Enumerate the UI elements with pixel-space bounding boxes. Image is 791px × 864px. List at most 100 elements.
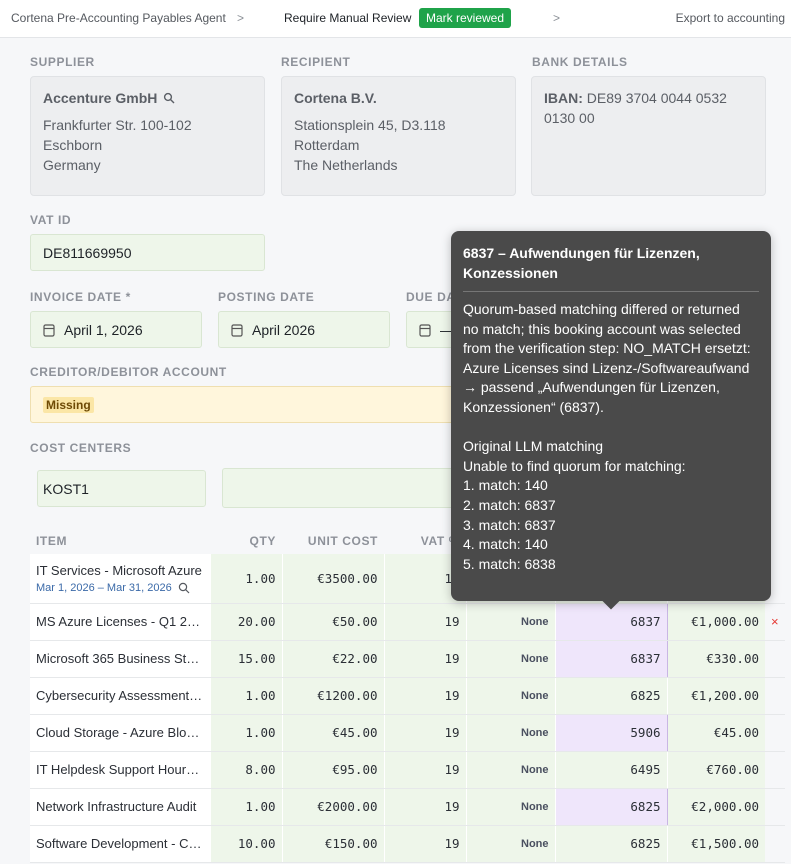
invoice-date-field[interactable]: April 1, 2026 bbox=[30, 311, 202, 348]
item-cell[interactable]: IT Helpdesk Support Hours - March bbox=[30, 751, 210, 789]
vat-cell[interactable]: 19 bbox=[383, 751, 466, 789]
item-name: Cloud Storage - Azure Blob Storage bbox=[36, 725, 204, 740]
vat-cell[interactable]: 19 bbox=[383, 677, 466, 715]
booking-account-tooltip: 6837 – Aufwendungen für Lizenzen, Konzes… bbox=[451, 231, 771, 610]
delete-row-icon bbox=[765, 677, 785, 715]
booking-account-cell[interactable]: 6837 bbox=[554, 640, 668, 678]
breadcrumb-separator: > bbox=[553, 11, 561, 25]
item-cell[interactable]: Cybersecurity Assessment Report bbox=[30, 677, 210, 715]
booking-account-cell[interactable]: 6825 bbox=[554, 788, 668, 826]
close-icon[interactable]: × bbox=[765, 603, 785, 641]
iban-label: IBAN: bbox=[544, 90, 583, 106]
delete-row-icon bbox=[765, 714, 785, 752]
item-name: Cybersecurity Assessment Report bbox=[36, 688, 204, 703]
posting-date-value: April 2026 bbox=[252, 321, 316, 338]
mark-reviewed-button[interactable]: Mark reviewed bbox=[419, 8, 512, 28]
qty-cell[interactable]: 1.00 bbox=[209, 677, 282, 715]
tax-code-cell[interactable]: None bbox=[465, 677, 555, 715]
total-cell: €1,500.00 bbox=[666, 825, 765, 863]
unit-cost-cell[interactable]: €45.00 bbox=[281, 714, 384, 752]
recipient-name: Cortena B.V. bbox=[294, 90, 377, 106]
unit-cost-cell[interactable]: €3500.00 bbox=[281, 554, 384, 604]
posting-date-field[interactable]: April 2026 bbox=[218, 311, 390, 348]
item-name: Microsoft 365 Business Standard bbox=[36, 651, 204, 666]
unit-cost-cell[interactable]: €1200.00 bbox=[281, 677, 384, 715]
supplier-country: Germany bbox=[43, 157, 101, 173]
qty-cell[interactable]: 1.00 bbox=[209, 714, 282, 752]
delete-row-icon bbox=[765, 640, 785, 678]
recipient-card: Cortena B.V. Stationsplein 45, D3.118 Ro… bbox=[281, 76, 516, 196]
booking-account-cell[interactable]: 6825 bbox=[554, 825, 667, 863]
table-row: Microsoft 365 Business Standard 15.00 €2… bbox=[30, 640, 785, 678]
creditor-account-field[interactable]: Missing bbox=[30, 386, 470, 423]
vat-cell[interactable]: 19 bbox=[383, 640, 466, 678]
table-row: MS Azure Licenses - Q1 2026 20.00 €50.00… bbox=[30, 603, 785, 641]
unit-cost-cell[interactable]: €150.00 bbox=[281, 825, 384, 863]
tax-code-cell[interactable]: None bbox=[465, 714, 555, 752]
calendar-icon bbox=[419, 323, 431, 337]
booking-account-cell[interactable]: 6825 bbox=[554, 677, 667, 715]
column-header-item[interactable]: ITEM bbox=[30, 527, 210, 554]
recipient-label: RECIPIENT bbox=[281, 55, 351, 69]
tax-code-cell[interactable]: None bbox=[465, 788, 555, 826]
breadcrumb-separator: > bbox=[237, 11, 245, 25]
booking-account-cell[interactable]: 5906 bbox=[554, 714, 668, 752]
tax-code-cell[interactable]: None bbox=[465, 603, 555, 641]
vat-id-field[interactable]: DE811669950 bbox=[30, 234, 265, 271]
tax-code-cell[interactable]: None bbox=[465, 825, 555, 863]
supplier-label: SUPPLIER bbox=[30, 55, 95, 69]
unit-cost-cell[interactable]: €22.00 bbox=[281, 640, 384, 678]
recipient-country: The Netherlands bbox=[294, 157, 398, 173]
supplier-card: Accenture GmbH Frankfurter Str. 100-102 … bbox=[30, 76, 265, 196]
unit-cost-cell[interactable]: €2000.00 bbox=[281, 788, 384, 826]
supplier-city: Eschborn bbox=[43, 137, 103, 153]
due-date-value: — bbox=[440, 321, 454, 338]
tax-code-cell[interactable]: None bbox=[465, 640, 555, 678]
item-cell[interactable]: Microsoft 365 Business Standard bbox=[30, 640, 210, 678]
item-name: MS Azure Licenses - Q1 2026 bbox=[36, 614, 204, 629]
total-cell: €1,000.00 bbox=[666, 603, 765, 641]
vat-cell[interactable]: 19 bbox=[383, 714, 466, 752]
search-icon[interactable] bbox=[178, 582, 190, 594]
search-icon[interactable] bbox=[163, 92, 175, 104]
item-cell[interactable]: MS Azure Licenses - Q1 2026 bbox=[30, 603, 210, 641]
vat-id-value: DE811669950 bbox=[43, 244, 132, 261]
due-date-label: DUE DA bbox=[406, 290, 456, 304]
recipient-city: Rotterdam bbox=[294, 137, 360, 153]
recipient-address-line: Stationsplein 45, D3.118 bbox=[294, 117, 446, 133]
bank-details-label: BANK DETAILS bbox=[532, 55, 628, 69]
qty-cell[interactable]: 1.00 bbox=[209, 554, 282, 604]
item-cell[interactable]: Software Development - Custom bbox=[30, 825, 210, 863]
total-cell: €45.00 bbox=[666, 714, 765, 752]
qty-cell[interactable]: 8.00 bbox=[209, 751, 282, 789]
cost-center-field-2[interactable] bbox=[222, 468, 472, 508]
tax-code-cell[interactable]: None bbox=[465, 751, 555, 789]
tooltip-body: Quorum-based matching differed or return… bbox=[463, 301, 751, 572]
item-cell[interactable]: IT Services - Microsoft Azure Mar 1, 202… bbox=[30, 554, 210, 604]
item-cell[interactable]: Cloud Storage - Azure Blob Storage bbox=[30, 714, 210, 752]
missing-badge: Missing bbox=[43, 396, 94, 413]
item-cell[interactable]: Network Infrastructure Audit bbox=[30, 788, 210, 826]
item-name: Software Development - Custom bbox=[36, 836, 204, 851]
vat-cell[interactable]: 19 bbox=[383, 603, 466, 641]
unit-cost-cell[interactable]: €95.00 bbox=[281, 751, 384, 789]
invoice-date-value: April 1, 2026 bbox=[64, 321, 143, 338]
column-header-unit-cost[interactable]: UNIT COST bbox=[282, 527, 384, 554]
qty-cell[interactable]: 15.00 bbox=[209, 640, 282, 678]
column-header-qty[interactable]: QTY bbox=[210, 527, 282, 554]
vat-cell[interactable]: 19 bbox=[383, 825, 466, 863]
total-cell: €2,000.00 bbox=[666, 788, 765, 826]
table-row: Cloud Storage - Azure Blob Storage 1.00 … bbox=[30, 714, 785, 752]
qty-cell[interactable]: 10.00 bbox=[209, 825, 282, 863]
unit-cost-cell[interactable]: €50.00 bbox=[281, 603, 384, 641]
cost-center-field[interactable]: KOST1 bbox=[37, 470, 206, 507]
booking-account-cell[interactable]: 6495 bbox=[554, 751, 667, 789]
tooltip-title: 6837 – Aufwendungen für Lizenzen, Konzes… bbox=[463, 243, 759, 292]
total-cell: €760.00 bbox=[666, 751, 765, 789]
vat-cell[interactable]: 19 bbox=[383, 788, 466, 826]
supplier-address-line: Frankfurter Str. 100-102 bbox=[43, 117, 192, 133]
qty-cell[interactable]: 1.00 bbox=[209, 788, 282, 826]
app-title-breadcrumb[interactable]: Cortena Pre-Accounting Payables Agent bbox=[11, 11, 226, 25]
export-to-accounting-link[interactable]: Export to accounting bbox=[675, 11, 785, 25]
qty-cell[interactable]: 20.00 bbox=[209, 603, 282, 641]
